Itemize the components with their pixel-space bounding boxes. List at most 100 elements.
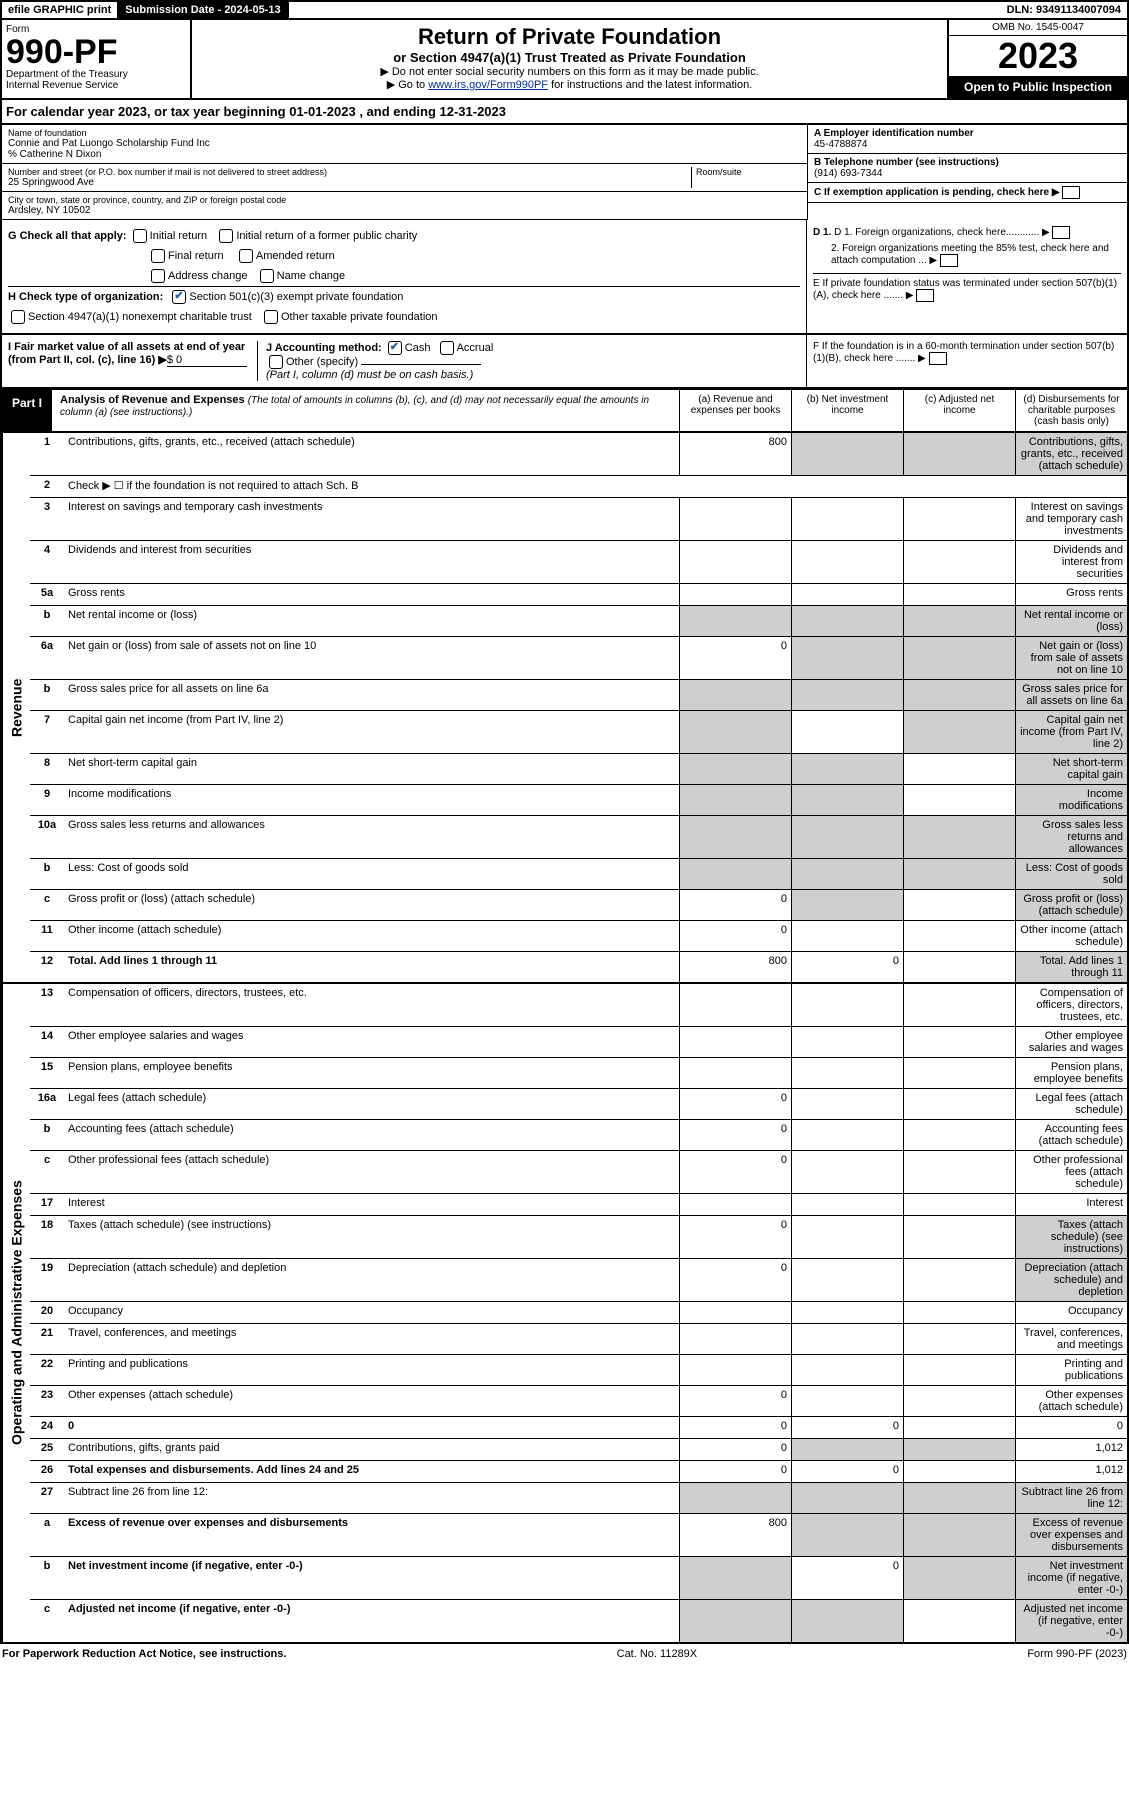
- omb-number: OMB No. 1545-0047: [949, 20, 1127, 36]
- header-center: Return of Private Foundation or Section …: [192, 20, 947, 98]
- row-number: 4: [30, 541, 64, 583]
- j-other: Other (specify): [286, 356, 358, 368]
- col-b: [791, 1027, 903, 1057]
- col-b: [791, 1151, 903, 1193]
- col-d: Net rental income or (loss): [1015, 606, 1127, 636]
- col-c: [903, 1058, 1015, 1088]
- final-return-checkbox[interactable]: [151, 249, 165, 263]
- col-a: 0: [679, 1216, 791, 1258]
- col-a: 800: [679, 1514, 791, 1556]
- part-1-title: Analysis of Revenue and Expenses: [60, 394, 245, 406]
- table-row: aExcess of revenue over expenses and dis…: [30, 1514, 1127, 1557]
- table-row: 4Dividends and interest from securitiesD…: [30, 541, 1127, 584]
- col-c: [903, 1194, 1015, 1215]
- table-row: cGross profit or (loss) (attach schedule…: [30, 890, 1127, 921]
- row-description: Legal fees (attach schedule): [64, 1089, 679, 1119]
- col-c: [903, 859, 1015, 889]
- col-a: [679, 816, 791, 858]
- instr-post: for instructions and the latest informat…: [548, 79, 752, 91]
- initial-return-checkbox[interactable]: [133, 229, 147, 243]
- f-checkbox[interactable]: [929, 352, 947, 365]
- d2-line: 2. Foreign organizations meeting the 85%…: [813, 243, 1121, 267]
- col-d: Gross sales price for all assets on line…: [1015, 680, 1127, 710]
- col-d: Adjusted net income (if negative, enter …: [1015, 1600, 1127, 1642]
- col-d: Total. Add lines 1 through 11: [1015, 952, 1127, 982]
- name-change-checkbox[interactable]: [260, 269, 274, 283]
- col-c: [903, 584, 1015, 605]
- col-d: 1,012: [1015, 1439, 1127, 1460]
- col-b: [791, 1216, 903, 1258]
- exemption-checkbox[interactable]: [1062, 186, 1080, 199]
- table-row: 26Total expenses and disbursements. Add …: [30, 1461, 1127, 1483]
- h-line: H Check type of organization: Section 50…: [8, 286, 800, 307]
- row-number: 11: [30, 921, 64, 951]
- g-opt-4: Address change: [168, 270, 248, 282]
- col-b: [791, 921, 903, 951]
- row-number: 27: [30, 1483, 64, 1513]
- col-b: [791, 498, 903, 540]
- col-d: Dividends and interest from securities: [1015, 541, 1127, 583]
- irs-link[interactable]: www.irs.gov/Form990PF: [428, 79, 548, 91]
- col-a: 0: [679, 1439, 791, 1460]
- e-checkbox[interactable]: [916, 289, 934, 302]
- col-a: 0: [679, 637, 791, 679]
- row-description: Less: Cost of goods sold: [64, 859, 679, 889]
- table-row: 10aGross sales less returns and allowanc…: [30, 816, 1127, 859]
- d2-checkbox[interactable]: [940, 254, 958, 267]
- other-taxable-checkbox[interactable]: [264, 310, 278, 324]
- table-row: 3Interest on savings and temporary cash …: [30, 498, 1127, 541]
- foundation-info: Name of foundation Connie and Pat Luongo…: [0, 125, 1129, 220]
- row-number: b: [30, 859, 64, 889]
- table-row: 18Taxes (attach schedule) (see instructi…: [30, 1216, 1127, 1259]
- 4947-checkbox[interactable]: [11, 310, 25, 324]
- j-label: J Accounting method:: [266, 342, 382, 354]
- col-c: [903, 921, 1015, 951]
- col-a: 0: [679, 1386, 791, 1416]
- col-d: Compensation of officers, directors, tru…: [1015, 984, 1127, 1026]
- e-line: E If private foundation status was termi…: [813, 273, 1121, 302]
- other-method-checkbox[interactable]: [269, 355, 283, 369]
- col-c: [903, 952, 1015, 982]
- f-line: F If the foundation is in a 60-month ter…: [807, 335, 1127, 387]
- col-a: [679, 1483, 791, 1513]
- col-b: [791, 754, 903, 784]
- 501c3-checkbox[interactable]: [172, 290, 186, 304]
- col-b: 0: [791, 1417, 903, 1438]
- header-right: OMB No. 1545-0047 2023 Open to Public In…: [947, 20, 1127, 98]
- col-d: Accounting fees (attach schedule): [1015, 1120, 1127, 1150]
- accrual-checkbox[interactable]: [440, 341, 454, 355]
- h-opt-2: Section 4947(a)(1) nonexempt charitable …: [28, 311, 252, 323]
- col-c: [903, 680, 1015, 710]
- city-label: City or town, state or province, country…: [8, 195, 801, 205]
- row-description: Contributions, gifts, grants paid: [64, 1439, 679, 1460]
- col-a: 0: [679, 921, 791, 951]
- g-opt-0: Initial return: [150, 230, 207, 242]
- table-row: 12Total. Add lines 1 through 118000Total…: [30, 952, 1127, 982]
- amended-return-checkbox[interactable]: [239, 249, 253, 263]
- col-a: 0: [679, 1417, 791, 1438]
- d1-checkbox[interactable]: [1052, 226, 1070, 239]
- address-change-checkbox[interactable]: [151, 269, 165, 283]
- part-1-label: Part I: [2, 390, 52, 431]
- col-d: Interest: [1015, 1194, 1127, 1215]
- row-description: Other employee salaries and wages: [64, 1027, 679, 1057]
- col-b: [791, 785, 903, 815]
- care-of: % Catherine N Dixon: [8, 149, 801, 160]
- col-b-header: (b) Net investment income: [791, 390, 903, 431]
- cash-checkbox[interactable]: [388, 341, 402, 355]
- row-description: Dividends and interest from securities: [64, 541, 679, 583]
- col-d: Pension plans, employee benefits: [1015, 1058, 1127, 1088]
- col-c: [903, 1600, 1015, 1642]
- table-row: 9Income modificationsIncome modification…: [30, 785, 1127, 816]
- ein-label: A Employer identification number: [814, 128, 1121, 139]
- efile-label[interactable]: efile GRAPHIC print: [2, 2, 117, 18]
- col-c: [903, 1514, 1015, 1556]
- g-opt-2: Final return: [168, 250, 224, 262]
- row-description: Contributions, gifts, grants, etc., rece…: [64, 433, 679, 475]
- initial-former-checkbox[interactable]: [219, 229, 233, 243]
- col-d: Travel, conferences, and meetings: [1015, 1324, 1127, 1354]
- col-a: [679, 859, 791, 889]
- col-d: 1,012: [1015, 1461, 1127, 1482]
- col-c: [903, 1120, 1015, 1150]
- col-b: [791, 680, 903, 710]
